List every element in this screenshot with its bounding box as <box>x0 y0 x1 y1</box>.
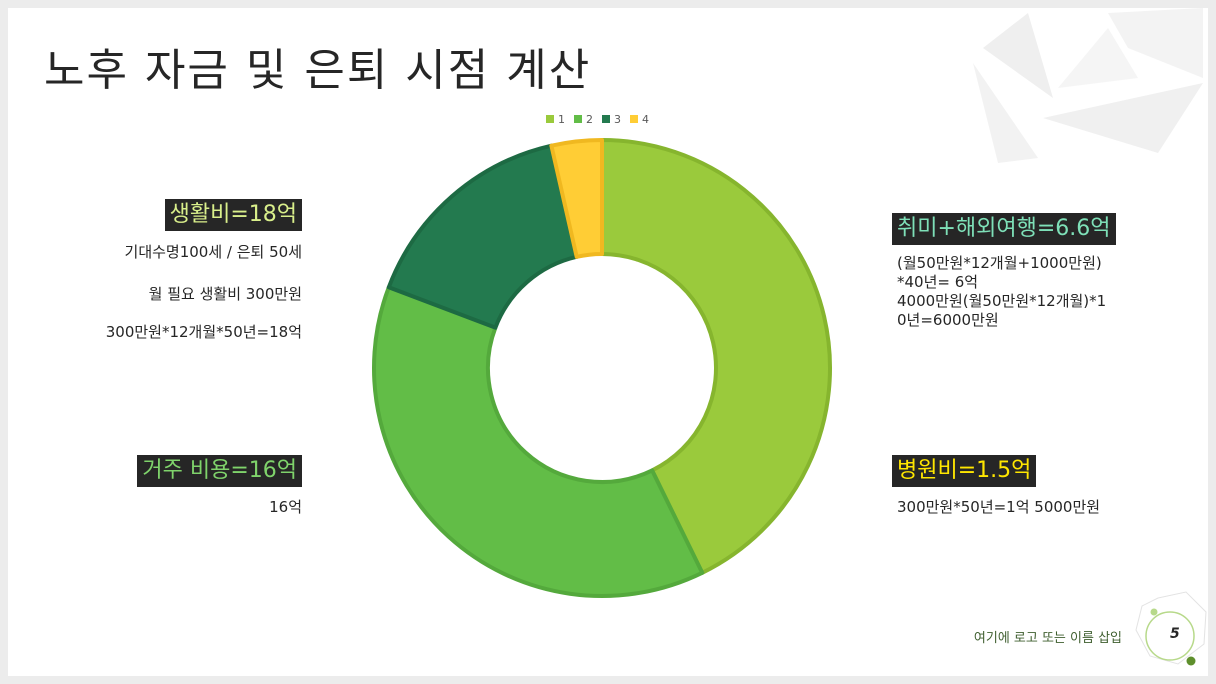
hospital-cost-label: 병원비=1.5억 <box>892 455 1037 487</box>
legend-label-2: 2 <box>586 113 593 126</box>
housing-cost-line-1: 16억 <box>269 498 302 516</box>
legend-label-1: 1 <box>558 113 565 126</box>
page-number-decoration <box>1135 591 1207 666</box>
hobby-travel-details: (월50만원*12개월+1000만원) *40년= 6억 4000만원(월50만… <box>897 254 1106 330</box>
hobby-line-3: 4000만원(월50만원*12개월)*1 <box>897 292 1107 310</box>
page-number: 5 <box>1170 626 1180 642</box>
footer-logo-placeholder: 여기에 로고 또는 이름 삽입 <box>973 631 1122 646</box>
housing-cost-label: 거주 비용=16억 <box>137 455 302 487</box>
slide: 노후 자금 및 은퇴 시점 계산 1 2 3 4 생활비=18억 기대수명100세 /… <box>8 8 1208 676</box>
donut-slice-4 <box>549 138 604 259</box>
legend-swatch-1 <box>546 115 554 123</box>
hobby-travel-label: 취미+해외여행=6.6억 <box>892 213 1116 245</box>
corner-decoration <box>973 8 1203 163</box>
hobby-line-1: (월50만원*12개월+1000만원) <box>897 254 1102 272</box>
legend-swatch-2 <box>574 115 582 123</box>
slide-title: 노후 자금 및 은퇴 시점 계산 <box>44 45 592 96</box>
living-cost-line-1: 기대수명100세 / 은퇴 50세 <box>124 243 302 261</box>
legend-swatch-3 <box>602 115 610 123</box>
donut-slice-1 <box>600 138 832 575</box>
living-cost-label: 생활비=18억 <box>164 199 302 231</box>
legend-label-4: 4 <box>642 113 649 126</box>
living-cost-line-3: 300만원*12개월*50년=18억 <box>105 323 302 341</box>
donut-slice-3 <box>386 143 579 330</box>
living-cost-line-2: 월 필요 생활비 300만원 <box>148 285 302 303</box>
hospital-cost-line-1: 300만원*50년=1억 5000만원 <box>897 498 1101 516</box>
hobby-line-2: *40년= 6억 <box>897 273 979 291</box>
legend-swatch-4 <box>630 115 638 123</box>
donut-chart: 1 2 3 4 <box>372 113 832 598</box>
donut-slice-2 <box>372 285 705 598</box>
legend-label-3: 3 <box>614 113 621 126</box>
hobby-line-4: 0년=6000만원 <box>897 311 999 329</box>
